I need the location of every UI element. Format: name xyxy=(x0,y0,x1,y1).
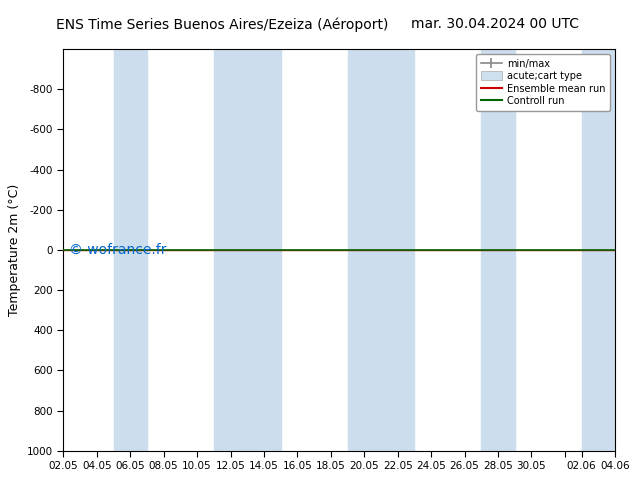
Legend: min/max, acute;cart type, Ensemble mean run, Controll run: min/max, acute;cart type, Ensemble mean … xyxy=(476,54,610,111)
Y-axis label: Temperature 2m (°C): Temperature 2m (°C) xyxy=(8,184,22,316)
Text: © wofrance.fr: © wofrance.fr xyxy=(69,243,166,257)
Bar xyxy=(581,49,615,451)
Text: ENS Time Series Buenos Aires/Ezeiza (Aéroport): ENS Time Series Buenos Aires/Ezeiza (Aér… xyxy=(56,17,388,32)
Bar xyxy=(347,49,415,451)
Text: mar. 30.04.2024 00 UTC: mar. 30.04.2024 00 UTC xyxy=(411,17,578,31)
Bar xyxy=(481,49,515,451)
Bar xyxy=(214,49,281,451)
Bar xyxy=(113,49,147,451)
